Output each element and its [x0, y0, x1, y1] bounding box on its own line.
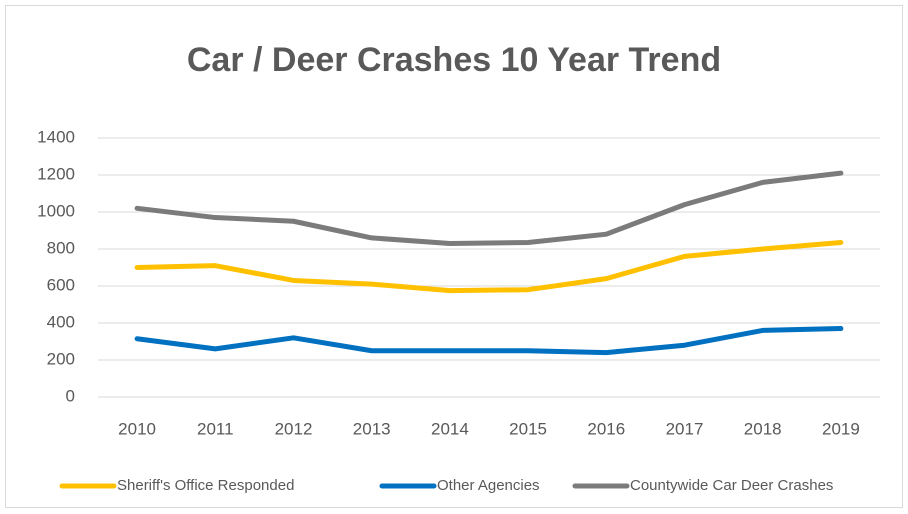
x-tick-label: 2014 [431, 419, 469, 438]
legend-label: Countywide Car Deer Crashes [630, 477, 833, 494]
chart-frame [5, 5, 903, 508]
y-tick-label: 600 [47, 275, 75, 294]
x-tick-label: 2013 [353, 419, 391, 438]
y-tick-label: 200 [47, 349, 75, 368]
y-tick-label: 400 [47, 312, 75, 331]
legend-label: Other Agencies [437, 477, 540, 494]
series-line [134, 326, 844, 356]
x-tick-label: 2018 [744, 419, 782, 438]
x-tick-label: 2010 [118, 419, 156, 438]
y-tick-label: 1400 [37, 127, 75, 146]
legend-label: Sheriff's Office Responded [117, 477, 294, 494]
x-tick-label: 2012 [275, 419, 313, 438]
series-line [134, 240, 844, 294]
series-line [134, 170, 844, 246]
y-tick-label: 800 [47, 238, 75, 257]
y-tick-label: 0 [66, 386, 75, 405]
y-tick-label: 1200 [37, 164, 75, 183]
chart-title: Car / Deer Crashes 10 Year Trend [187, 41, 721, 79]
y-tick-label: 1000 [37, 201, 75, 220]
x-tick-label: 2016 [587, 419, 625, 438]
x-tick-label: 2017 [666, 419, 704, 438]
x-tick-label: 2019 [822, 419, 860, 438]
x-tick-label: 2015 [509, 419, 547, 438]
x-tick-label: 2011 [197, 419, 234, 438]
